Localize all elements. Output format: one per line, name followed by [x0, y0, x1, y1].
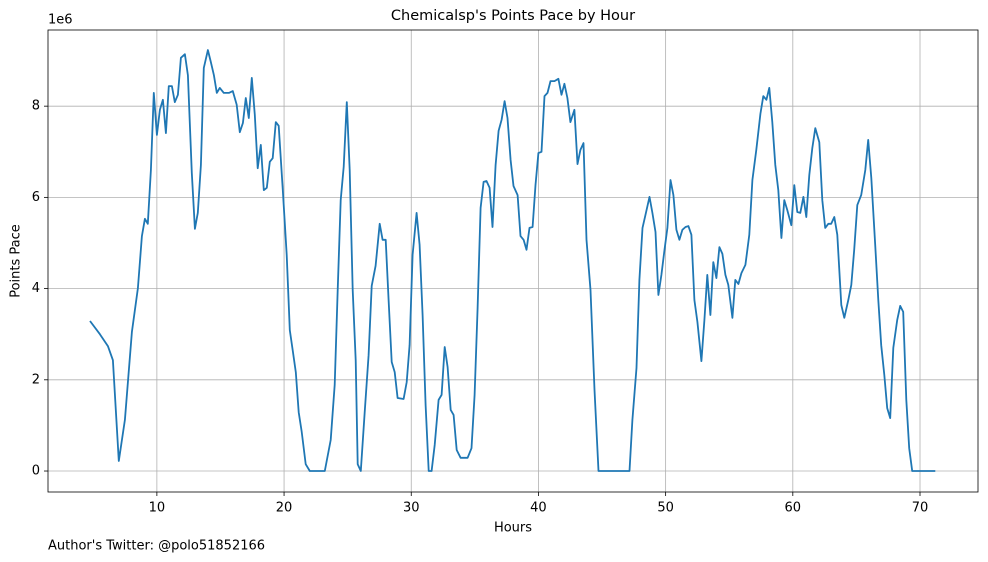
x-tick-label: 30 [403, 501, 420, 516]
chart-title: Chemicalsp's Points Pace by Hour [391, 8, 635, 24]
x-tick-label: 70 [912, 501, 929, 516]
y-tick-label: 4 [32, 281, 40, 296]
x-tick-label: 20 [276, 501, 293, 516]
plot-frame [47, 29, 979, 493]
x-tick-label: 40 [530, 501, 547, 516]
y-axis-label: Points Pace [9, 224, 24, 298]
x-tick-label: 10 [149, 501, 166, 516]
y-tick-label: 6 [32, 190, 40, 205]
y-tick-label: 0 [32, 464, 40, 479]
footnote: Author's Twitter: @polo51852166 [48, 539, 265, 554]
y-tick-label: 2 [32, 372, 40, 387]
y-offset-label: 1e6 [48, 13, 73, 28]
x-tick-label: 50 [657, 501, 674, 516]
x-tick-label: 60 [785, 501, 802, 516]
y-tick-label: 8 [32, 99, 40, 114]
x-axis-label: Hours [494, 521, 532, 536]
data-line [89, 49, 936, 472]
